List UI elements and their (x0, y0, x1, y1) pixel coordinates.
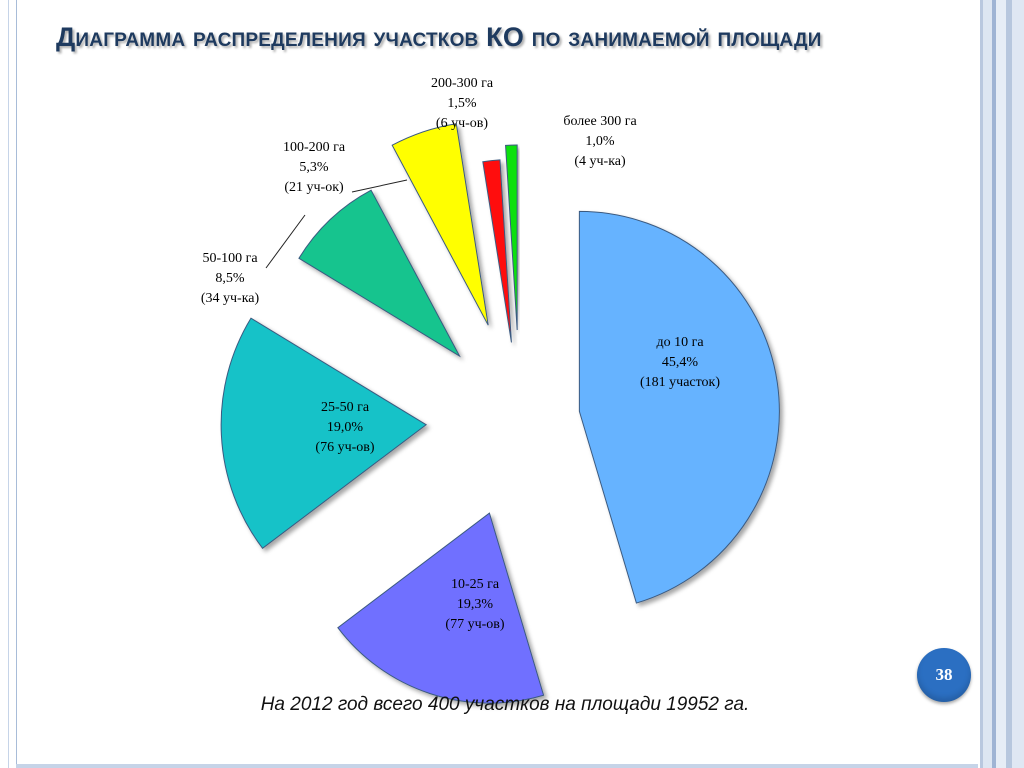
pie-slice-4 (298, 189, 461, 358)
data-label-4: 50-100 га 8,5% (34 уч-ка) (201, 251, 260, 306)
footnote: На 2012 год всего 400 участков на площад… (260, 694, 750, 715)
data-label-2: 10-25 га 19,3% (77 уч-ов) (445, 577, 504, 632)
slide-frame-bottom (16, 764, 978, 768)
pie-slice-6 (482, 159, 512, 343)
pie-slice-5 (391, 123, 489, 326)
pie-slice-7 (505, 144, 518, 331)
data-label-3: 25-50 га 19,0% (76 уч-ов) (315, 400, 374, 455)
data-label-7: более 300 га 1,0% (4 уч-ка) (563, 114, 637, 169)
slide-frame-left (0, 0, 17, 768)
page-number: 38 (935, 665, 953, 684)
pie-slice-2 (337, 512, 545, 704)
slide-title: Диаграмма распределения участков КО по з… (56, 22, 822, 52)
pie-slice-1 (578, 210, 780, 604)
pie-slice-3 (220, 317, 428, 550)
slide-frame-right (978, 0, 1024, 768)
data-label-5: 100-200 га 5,3% (21 уч-ок) (283, 140, 346, 195)
leader-line-5 (351, 179, 408, 193)
data-label-6: 200-300 га 1,5% (6 уч-ов) (431, 76, 494, 131)
data-label-1: до 10 га 45,4% (181 участок) (640, 335, 720, 390)
leader-line-4 (265, 214, 306, 269)
page-number-badge: 38 (917, 648, 971, 702)
